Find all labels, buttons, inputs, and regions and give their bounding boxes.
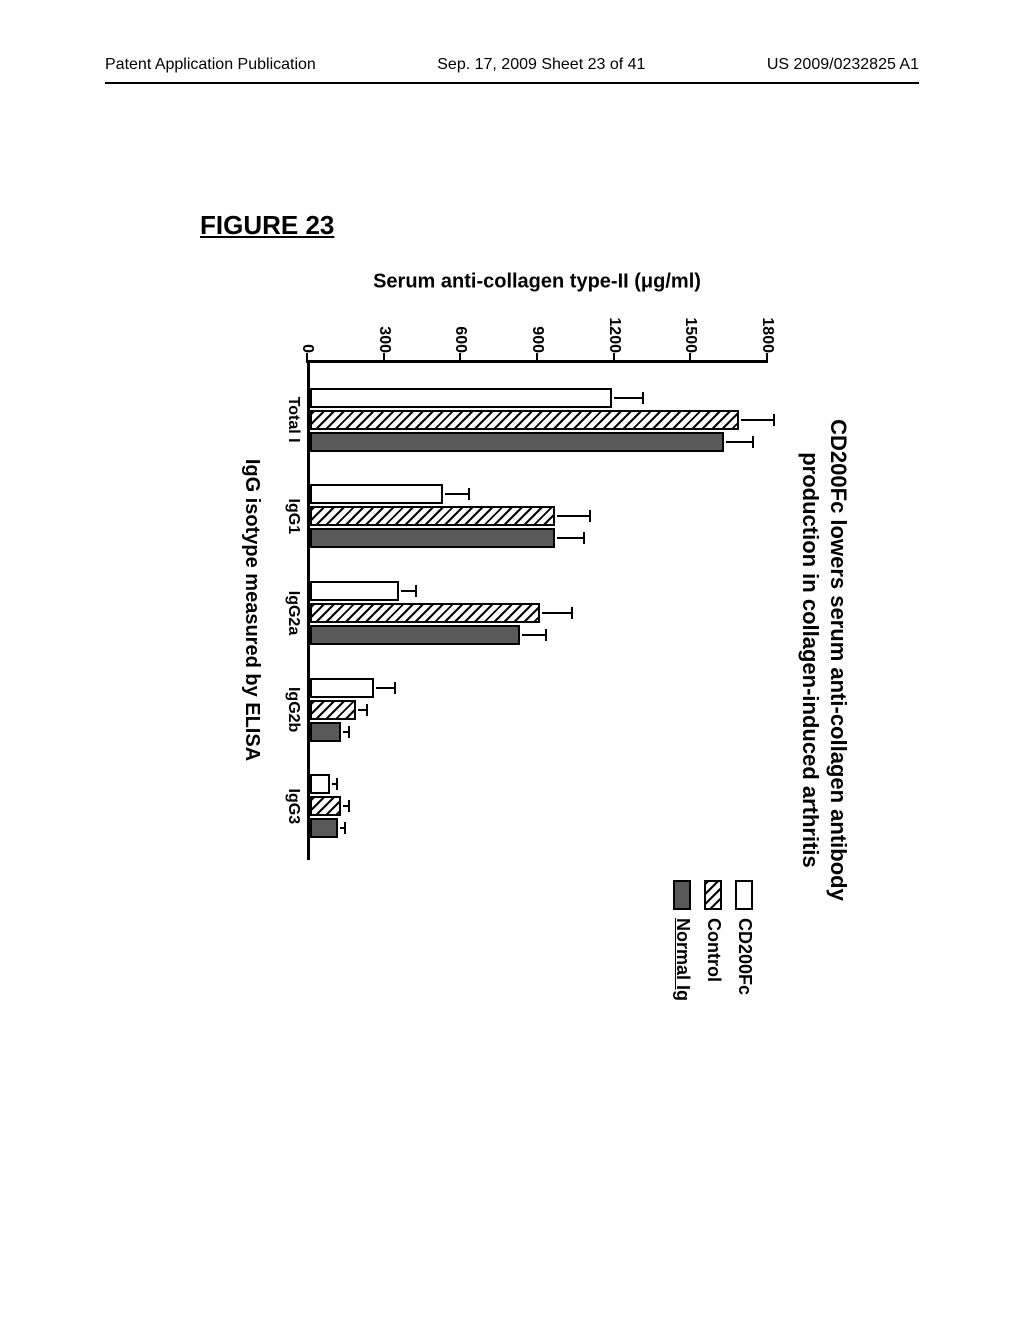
x-axis-label: IgG isotype measured by ELISA xyxy=(240,360,263,860)
error-bar xyxy=(614,397,645,399)
legend-item-control: Control xyxy=(703,880,724,1030)
header-left: Patent Application Publication xyxy=(105,56,316,74)
y-tick xyxy=(306,353,308,363)
bar-control xyxy=(310,700,356,720)
category-label: IgG2a xyxy=(284,591,302,635)
header-right: US 2009/0232825 A1 xyxy=(767,56,919,74)
chart-body: Serum anti-collagen type-II (μg/ml) 0300… xyxy=(217,280,777,1040)
y-axis-label: Serum anti-collagen type-II (μg/ml) xyxy=(373,271,701,294)
y-tick xyxy=(383,353,385,363)
bar-normal xyxy=(310,528,555,548)
plot-area: 0300600900120015001800Total IIgG1IgG2aIg… xyxy=(307,360,767,860)
bar-normal xyxy=(310,625,520,645)
chart-title: CD200Fc lowers serum anti-collagen antib… xyxy=(797,280,852,1040)
chart-container: CD200Fc lowers serum anti-collagen antib… xyxy=(172,280,852,1040)
error-bar xyxy=(401,590,416,592)
y-tick-label: 1800 xyxy=(758,301,776,353)
y-tick xyxy=(459,353,461,363)
error-bar xyxy=(343,731,351,733)
y-tick-label: 600 xyxy=(451,301,469,353)
error-bar xyxy=(376,687,396,689)
bar-normal xyxy=(310,722,341,742)
error-bar xyxy=(542,612,573,614)
error-bar xyxy=(557,537,585,539)
category-label: Total I xyxy=(284,397,302,443)
error-bar xyxy=(332,783,337,785)
legend-item-cd200fc: CD200Fc xyxy=(734,880,755,1030)
header-rule xyxy=(105,82,919,84)
y-tick-label: 1500 xyxy=(681,301,699,353)
error-bar xyxy=(340,827,346,829)
y-tick xyxy=(689,353,691,363)
error-bar xyxy=(741,419,774,421)
y-tick xyxy=(613,353,615,363)
error-bar xyxy=(726,441,754,443)
legend-item-normal-ig: Normal Ig xyxy=(672,880,693,1030)
bar-control xyxy=(310,796,341,816)
legend-swatch-cd200fc xyxy=(736,880,754,910)
error-bar xyxy=(557,515,590,517)
bar-cd200 xyxy=(310,774,330,794)
legend-swatch-control xyxy=(705,880,723,910)
bar-cd200 xyxy=(310,678,374,698)
y-tick xyxy=(536,353,538,363)
category-label: IgG3 xyxy=(284,789,302,825)
page-header: Patent Application Publication Sep. 17, … xyxy=(0,56,1024,74)
error-bar xyxy=(358,709,368,711)
y-tick-label: 900 xyxy=(528,301,546,353)
error-bar xyxy=(445,493,471,495)
bar-normal xyxy=(310,818,338,838)
legend-label: Control xyxy=(703,918,724,982)
bar-control xyxy=(310,506,555,526)
error-bar xyxy=(343,805,351,807)
category-label: IgG2b xyxy=(284,687,302,732)
y-tick-label: 0 xyxy=(298,301,316,353)
legend-label: Normal Ig xyxy=(672,918,693,1001)
bar-cd200 xyxy=(310,581,399,601)
chart-title-line2: production in collagen-induced arthritis xyxy=(799,452,824,868)
error-bar xyxy=(522,634,548,636)
chart-title-line1: CD200Fc lowers serum anti-collagen antib… xyxy=(826,419,851,901)
bar-normal xyxy=(310,432,724,452)
y-tick-label: 300 xyxy=(375,301,393,353)
bar-control xyxy=(310,603,540,623)
category-label: IgG1 xyxy=(284,499,302,535)
figure-caption: FIGURE 23 xyxy=(200,210,334,241)
bar-control xyxy=(310,410,739,430)
header-center: Sep. 17, 2009 Sheet 23 of 41 xyxy=(437,56,645,74)
legend-label: CD200Fc xyxy=(734,918,755,995)
y-tick-label: 1200 xyxy=(605,301,623,353)
legend-swatch-normal-ig xyxy=(674,880,692,910)
bar-cd200 xyxy=(310,484,443,504)
legend: CD200Fc Control Normal Ig xyxy=(662,880,755,1030)
y-tick xyxy=(766,353,768,363)
bar-cd200 xyxy=(310,388,612,408)
